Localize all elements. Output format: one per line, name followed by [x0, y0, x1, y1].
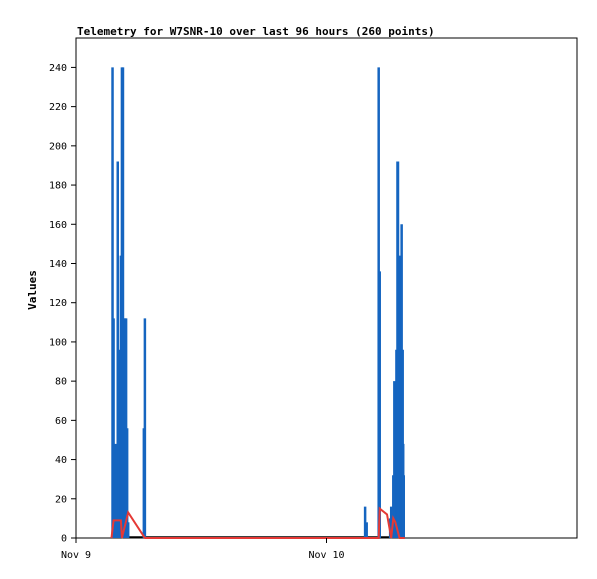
- y-tick-label: 20: [55, 494, 67, 505]
- y-tick-label: 180: [49, 181, 67, 192]
- y-axis: 0 20 40 60 80 100 120 140 160 180 200 220 240: [49, 63, 76, 545]
- series-layer: [110, 67, 405, 539]
- y-tick-label: 200: [49, 141, 67, 152]
- y-tick-label: 80: [55, 377, 67, 388]
- y-tick-label: 120: [49, 298, 67, 309]
- x-tick-label: Nov 9: [61, 550, 91, 561]
- y-axis-label: Values: [26, 270, 39, 310]
- plot-area: [75, 37, 578, 539]
- y-tick-label: 40: [55, 455, 67, 466]
- y-tick-label: 240: [49, 63, 67, 74]
- y-tick-label: 0: [61, 534, 67, 545]
- telemetry-line: [110, 506, 405, 539]
- y-tick-label: 160: [49, 220, 67, 231]
- chart-title: Telemetry for W7SNR-10 over last 96 hour…: [77, 25, 435, 38]
- y-tick-label: 100: [49, 337, 67, 348]
- x-tick-label: Nov 10: [308, 550, 344, 561]
- y-tick-label: 60: [55, 416, 67, 427]
- y-tick-label: 220: [49, 102, 67, 113]
- y-tick-label: 140: [49, 259, 67, 270]
- x-axis: Nov 9 Nov 10: [61, 538, 345, 561]
